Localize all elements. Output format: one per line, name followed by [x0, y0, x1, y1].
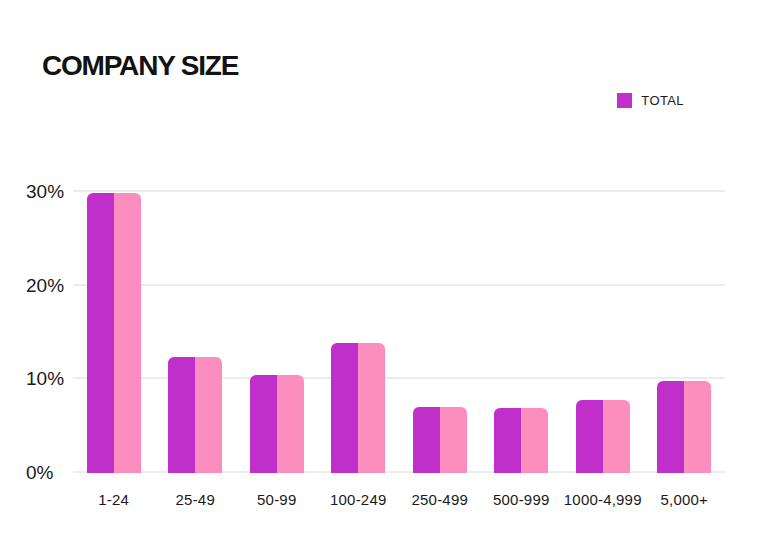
bar-total-5,000+[interactable]: [657, 381, 684, 473]
bar-group-5,000+: [657, 381, 711, 473]
x-tick-label-1-24: 1-24: [73, 491, 155, 508]
bar-group-50-99: [250, 375, 304, 473]
y-tick-label: 20%: [26, 274, 64, 298]
y-tick-label: 10%: [26, 367, 64, 391]
x-tick-label-25-49: 25-49: [155, 491, 237, 508]
plot-area: [73, 140, 725, 473]
legend-swatch: [617, 93, 632, 108]
y-tick-label: 0%: [26, 461, 53, 485]
category-slot: [236, 140, 318, 473]
chart-title: COMPANY SIZE: [42, 50, 238, 82]
bar-total-250-499[interactable]: [413, 407, 440, 473]
bar-group-250-499: [413, 407, 467, 473]
bar-total-1-24[interactable]: [114, 193, 141, 473]
bar-group-25-49: [168, 357, 222, 473]
bar-total-25-49[interactable]: [195, 357, 222, 473]
bar-group-1000-4,999: [576, 400, 630, 473]
bars-layer: [73, 140, 725, 473]
bar-total-1000-4,999[interactable]: [576, 400, 603, 473]
category-slot: [644, 140, 726, 473]
bar-total-1000-4,999[interactable]: [603, 400, 630, 473]
bar-total-500-999[interactable]: [494, 408, 521, 473]
bar-total-25-49[interactable]: [168, 357, 195, 473]
x-axis: 1-2425-4950-99100-249250-499500-9991000-…: [73, 491, 725, 508]
bar-total-5,000+[interactable]: [684, 381, 711, 473]
legend: TOTAL: [617, 93, 684, 108]
x-tick-label-50-99: 50-99: [236, 491, 318, 508]
bar-total-50-99[interactable]: [277, 375, 304, 473]
x-tick-label-250-499: 250-499: [399, 491, 481, 508]
bar-total-100-249[interactable]: [331, 343, 358, 473]
legend-item-total[interactable]: TOTAL: [617, 93, 684, 108]
bar-group-500-999: [494, 408, 548, 473]
category-slot: [481, 140, 563, 473]
x-tick-label-5,000+: 5,000+: [644, 491, 726, 508]
category-slot: [73, 140, 155, 473]
x-tick-label-1000-4,999: 1000-4,999: [562, 491, 644, 508]
bar-total-250-499[interactable]: [440, 407, 467, 473]
bar-group-100-249: [331, 343, 385, 473]
company-size-chart: COMPANY SIZE TOTAL 0% 10% 20% 30% 1-2425-49…: [0, 0, 769, 558]
category-slot: [562, 140, 644, 473]
x-tick-label-100-249: 100-249: [318, 491, 400, 508]
category-slot: [155, 140, 237, 473]
category-slot: [318, 140, 400, 473]
y-tick-label: 30%: [26, 180, 64, 204]
x-tick-label-500-999: 500-999: [481, 491, 563, 508]
legend-label: TOTAL: [641, 93, 684, 108]
category-slot: [399, 140, 481, 473]
bar-total-50-99[interactable]: [250, 375, 277, 473]
bar-total-500-999[interactable]: [521, 408, 548, 473]
bar-total-100-249[interactable]: [358, 343, 385, 473]
bar-group-1-24: [87, 193, 141, 473]
bar-total-1-24[interactable]: [87, 193, 114, 473]
